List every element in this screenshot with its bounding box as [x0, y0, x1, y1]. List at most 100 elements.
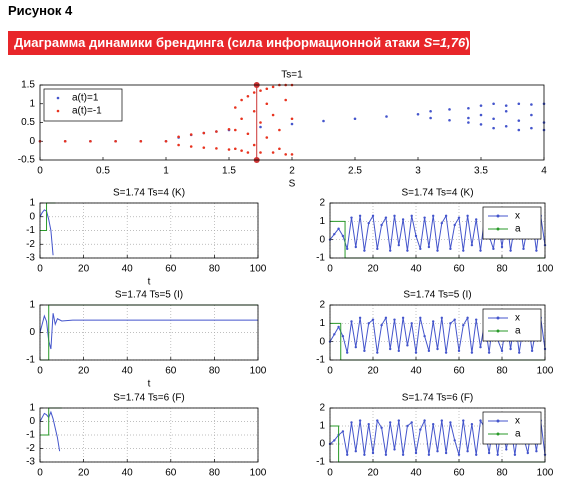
point-marker: [358, 316, 362, 320]
point-marker: [432, 320, 435, 323]
scatter-point: [479, 113, 483, 117]
point-marker: [462, 323, 465, 327]
y-tick-label: -1: [26, 225, 35, 236]
point-marker: [401, 316, 405, 320]
figure-caption: Диаграмма динамики брендинга (сила инфор…: [8, 31, 470, 55]
caption-italic: S=1,76: [423, 35, 466, 50]
legend-box: [482, 411, 542, 445]
point-marker: [341, 234, 345, 238]
x-tick-label: 20: [78, 366, 90, 377]
caption-text: Диаграмма динамики брендинга (сила инфор…: [14, 35, 424, 50]
scatter-point: [215, 147, 218, 150]
point-marker: [350, 320, 353, 323]
scatter-point: [278, 128, 281, 132]
point-marker: [363, 349, 366, 353]
point-marker: [371, 451, 375, 455]
plot-frame: [329, 304, 546, 361]
point-marker: [466, 214, 469, 218]
scatter-point: [234, 128, 237, 132]
legend-marker: [496, 419, 500, 423]
point-marker: [371, 318, 375, 321]
chart-title: S=1.74 Ts=6 (F): [113, 393, 185, 404]
point-marker: [419, 428, 422, 431]
scatter-point: [271, 151, 275, 154]
x-axis-label: t: [148, 277, 151, 288]
chart-title: S=1.74 Ts=4 (K): [113, 188, 185, 199]
point-marker: [453, 223, 456, 227]
scatter-point: [63, 139, 67, 143]
scatter-point: [246, 132, 250, 136]
legend-label: a: [515, 326, 521, 337]
point-marker: [410, 322, 413, 325]
point-marker: [401, 218, 405, 221]
x-tick-label: 40: [122, 264, 134, 275]
point-marker: [333, 333, 336, 336]
scatter-point: [504, 109, 508, 113]
point-marker: [457, 216, 461, 219]
point-marker: [380, 323, 383, 327]
scatter-point: [189, 145, 193, 148]
legend-marker: [496, 227, 500, 231]
point-marker: [466, 450, 469, 453]
chart-title: S=1.74 Ts=5 (I): [403, 290, 471, 301]
point-marker: [354, 450, 357, 453]
point-marker: [393, 448, 396, 451]
point-marker: [384, 453, 388, 456]
x-tick-label: 0: [37, 366, 43, 377]
scatter-point: [246, 151, 250, 154]
point-marker: [479, 419, 482, 422]
plot-frame: [329, 407, 546, 463]
scatter-point: [517, 102, 521, 106]
scatter-point: [467, 106, 470, 110]
point-marker: [432, 214, 435, 218]
scatter-point: [234, 147, 237, 151]
scatter-point: [252, 109, 256, 113]
point-marker: [363, 249, 366, 252]
point-marker: [406, 424, 409, 428]
scatter-point: [290, 153, 294, 156]
point-marker: [333, 232, 336, 236]
point-marker: [470, 243, 474, 247]
legend-marker: [56, 109, 60, 113]
x-tick-label: 40: [410, 264, 422, 275]
x-tick-label: 100: [537, 366, 554, 377]
point-marker: [346, 351, 349, 354]
scatter-point: [322, 119, 325, 123]
plot-frame: [329, 202, 546, 259]
point-marker: [354, 245, 357, 249]
x-tick-label: 0: [37, 468, 43, 479]
point-marker: [466, 316, 469, 320]
point-marker: [444, 214, 448, 218]
point-marker: [509, 249, 512, 252]
plot-frame: [39, 202, 259, 259]
legend-marker: [496, 432, 500, 436]
chart-title: S=1.74 Ts=5 (I): [115, 290, 183, 301]
scatter-point: [240, 149, 243, 152]
scatter-point: [139, 139, 143, 143]
legend-label: x: [515, 313, 520, 324]
scatter-point: [504, 104, 508, 107]
point-marker: [423, 216, 426, 219]
scatter-point: [448, 118, 451, 122]
x-tick-label: 2.5: [348, 166, 362, 177]
legend-label: a(t)=1: [72, 93, 99, 104]
y-tick-label: 0: [319, 234, 325, 245]
scatter-point: [271, 85, 275, 89]
y-tick-label: -3: [26, 253, 35, 264]
scatter-point: [530, 113, 533, 117]
point-marker: [470, 423, 474, 426]
point-marker: [513, 453, 517, 456]
point-marker: [457, 453, 461, 456]
point-marker: [522, 247, 525, 251]
scatter-point: [290, 117, 294, 121]
point-marker: [367, 221, 370, 225]
point-marker: [337, 227, 340, 230]
x-tick-label: 60: [165, 468, 177, 479]
x-tick-label: 80: [496, 264, 508, 275]
point-marker: [384, 216, 388, 219]
point-marker: [350, 421, 353, 424]
legend-label: a: [515, 429, 521, 440]
point-marker: [380, 223, 383, 227]
scatter-point: [240, 117, 243, 121]
